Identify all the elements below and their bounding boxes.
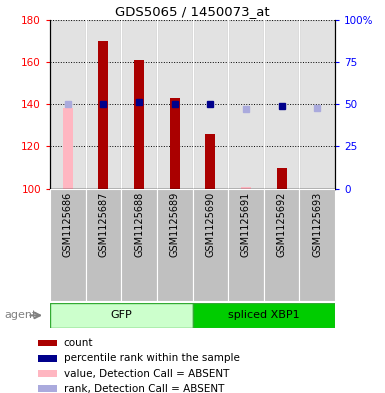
Bar xyxy=(63,108,73,189)
Title: GDS5065 / 1450073_at: GDS5065 / 1450073_at xyxy=(115,6,270,18)
Bar xyxy=(85,189,121,301)
Text: GFP: GFP xyxy=(110,310,132,320)
Text: count: count xyxy=(64,338,93,348)
Text: GSM1125687: GSM1125687 xyxy=(99,192,109,257)
Bar xyxy=(134,60,144,189)
Text: GSM1125693: GSM1125693 xyxy=(312,192,322,257)
Text: GSM1125692: GSM1125692 xyxy=(276,192,286,257)
Bar xyxy=(192,189,228,301)
Bar xyxy=(205,134,215,189)
Text: GSM1125688: GSM1125688 xyxy=(134,192,144,257)
Bar xyxy=(241,187,251,189)
Bar xyxy=(228,20,264,189)
Bar xyxy=(264,189,300,301)
Bar xyxy=(192,20,228,189)
Bar xyxy=(99,41,109,189)
Bar xyxy=(121,20,157,189)
Bar xyxy=(121,189,157,301)
Bar xyxy=(157,189,192,301)
Bar xyxy=(228,189,264,301)
Bar xyxy=(38,370,57,377)
Text: percentile rank within the sample: percentile rank within the sample xyxy=(64,353,239,363)
Bar xyxy=(38,340,57,346)
Bar xyxy=(157,20,192,189)
Bar xyxy=(192,303,335,328)
Text: GSM1125690: GSM1125690 xyxy=(205,192,215,257)
Bar xyxy=(300,189,335,301)
Bar xyxy=(50,303,192,328)
Text: GSM1125691: GSM1125691 xyxy=(241,192,251,257)
Bar xyxy=(85,20,121,189)
Bar xyxy=(50,20,85,189)
Text: rank, Detection Call = ABSENT: rank, Detection Call = ABSENT xyxy=(64,384,224,393)
Text: spliced XBP1: spliced XBP1 xyxy=(228,310,300,320)
Bar xyxy=(50,189,85,301)
Text: GSM1125689: GSM1125689 xyxy=(170,192,180,257)
Text: agent: agent xyxy=(4,310,36,320)
Bar xyxy=(170,98,180,189)
Text: GSM1125686: GSM1125686 xyxy=(63,192,73,257)
Bar xyxy=(38,355,57,362)
Bar xyxy=(38,386,57,392)
Bar xyxy=(300,20,335,189)
Bar xyxy=(264,20,300,189)
Text: value, Detection Call = ABSENT: value, Detection Call = ABSENT xyxy=(64,369,229,378)
Bar xyxy=(276,167,286,189)
